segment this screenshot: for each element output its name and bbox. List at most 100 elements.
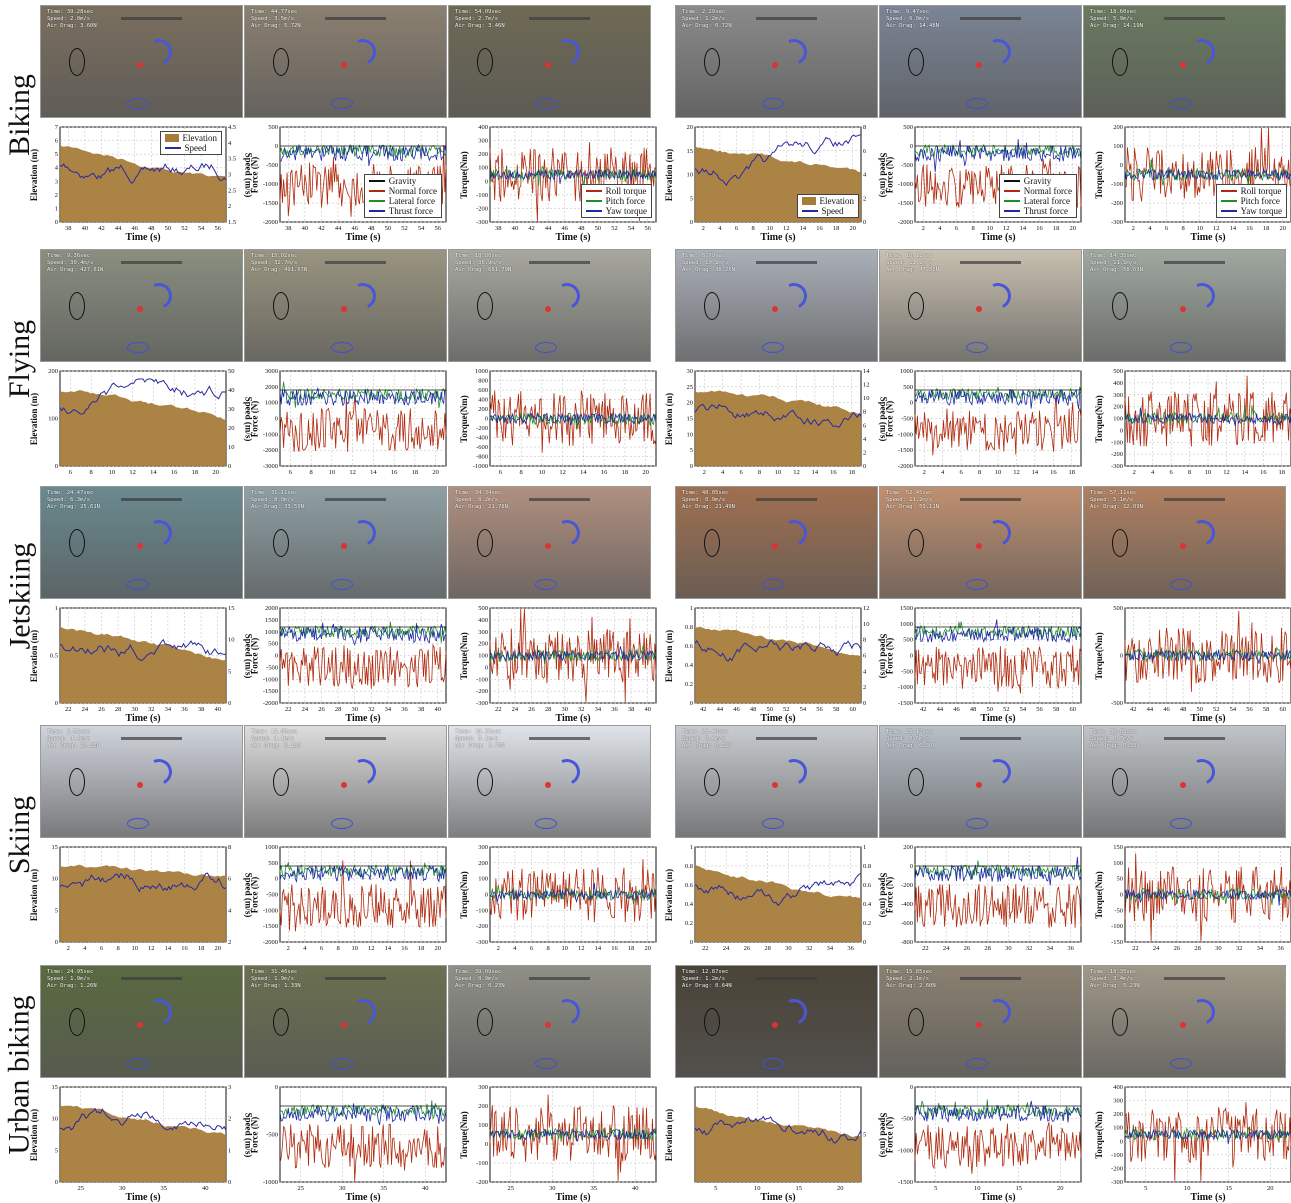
x-axis-label: Time (s)	[125, 232, 161, 243]
hud-line: Time: 18.33sec	[455, 729, 502, 735]
x-tick-label: 30	[131, 706, 138, 713]
hud-readout: Time: 44.77sec Speed: 3.5m/s Air Drag: 5.7…	[251, 9, 301, 30]
x-tick-label: 6	[530, 945, 534, 952]
x-tick-label: 12	[1013, 469, 1020, 476]
x-tick-label: 30	[561, 706, 568, 713]
legend-item: Pitch force	[585, 196, 647, 206]
drag-bar	[756, 261, 817, 264]
speed-line	[59, 638, 227, 662]
x-tick-label: 15	[796, 1185, 803, 1192]
series-line	[1124, 407, 1291, 427]
yaw-ellipse	[762, 579, 785, 590]
x-tick-label: 26	[744, 945, 751, 952]
roll-arc	[549, 995, 584, 1029]
hud-line: Time: 2.51sec	[47, 729, 91, 735]
yaw-ellipse	[331, 1058, 354, 1069]
hud-line: Air Drag: 14.19N	[1090, 23, 1143, 29]
x-axis-label: Time (s)	[980, 232, 1016, 243]
pitch-ellipse	[1112, 529, 1129, 558]
y-axis-label-text: Force (N)	[249, 400, 259, 437]
thrust-dot	[772, 1021, 779, 1028]
elevation-area	[695, 626, 861, 703]
x-tick-label: 22	[285, 706, 292, 713]
hud-line: Time: 39.28sec	[47, 9, 94, 15]
x-tick-label: 50	[385, 225, 392, 232]
y-axis-label-text: Force (N)	[884, 400, 894, 437]
y-tick-label: 6	[55, 138, 59, 145]
x-tick-label: 28	[764, 945, 771, 952]
drag-bar	[121, 17, 182, 20]
x-tick-label: 46	[561, 225, 568, 232]
series-line	[1124, 1102, 1291, 1182]
y-axis-label: Torque(Nm)	[1093, 127, 1105, 222]
chart-svg: 38 40 42 44 46 48 50 52 54 56012345671.522.533.54…	[55, 124, 236, 232]
y-axis-label-text: Force (N)	[249, 1116, 259, 1153]
y-tick-label: -1500	[263, 200, 278, 207]
pitch-ellipse	[477, 768, 494, 797]
video-frame: Time: 57.11sec Speed: 5.1m/s Air Drag: 12.…	[1083, 486, 1286, 599]
y-tick-label: -2000	[898, 463, 913, 470]
x-tick-label: 16	[1260, 469, 1267, 476]
y2-tick-label: 8	[863, 409, 866, 416]
y-tick-label: 1	[55, 205, 58, 212]
x-tick-label: 8	[116, 945, 119, 952]
elevation-area	[60, 390, 226, 466]
hud-line: Air Drag: 47.38N	[886, 267, 939, 273]
y-axis-label-text: Elevation (m)	[664, 148, 674, 201]
y-tick-label: 200	[903, 844, 913, 851]
y-tick-label: -300	[476, 219, 488, 226]
y-tick-label: 0	[55, 219, 58, 226]
y-tick-label: 20	[687, 400, 694, 407]
drag-bar	[325, 498, 386, 501]
series-line	[489, 882, 657, 904]
y-tick-label: 200	[48, 368, 58, 375]
y-tick-label: 0	[1120, 1138, 1123, 1145]
y2-tick-label: 0	[863, 700, 866, 707]
y-tick-label: 200	[478, 151, 488, 158]
drag-bar	[121, 977, 182, 980]
x-tick-label: 40	[632, 1185, 639, 1192]
pitch-ellipse	[908, 48, 925, 77]
y-tick-label: -2000	[263, 219, 278, 226]
y-axis-label: Elevation (m)	[28, 847, 40, 942]
hud-line: Air Drag: 491.67N	[251, 267, 308, 273]
legend-item: Yaw torque	[1220, 206, 1282, 216]
legend-swatch	[164, 147, 181, 149]
x-axis-label: Time (s)	[760, 713, 796, 724]
hud-line: Speed: 30.4m/s	[47, 260, 94, 266]
x-tick-label: 15	[1016, 1185, 1023, 1192]
pitch-ellipse	[704, 768, 721, 797]
x-tick-label: 20	[837, 1185, 844, 1192]
drag-bar	[325, 737, 386, 740]
x-tick-label: 14	[1242, 469, 1249, 476]
video-frame: Time: 48.05sec Speed: 0.9m/s Air Drag: 21.…	[675, 486, 878, 599]
series-line	[1124, 405, 1291, 426]
video-frame: Time: 44.77sec Speed: 3.5m/s Air Drag: 5.7…	[244, 5, 447, 118]
legend-swatch	[368, 190, 385, 192]
y-tick-label: 0	[1120, 162, 1123, 169]
hud-readout: Time: 18.80sec Speed: 36.9m/s Air Drag: 68…	[455, 253, 511, 274]
x-tick-label: 54	[1230, 706, 1237, 713]
legend-item: Elevation	[801, 196, 854, 206]
x-tick-label: 10	[974, 1185, 981, 1192]
hud-line: Time: 18.80sec	[455, 253, 502, 259]
y-tick-label: 100	[1113, 860, 1123, 867]
x-tick-label: 8	[336, 945, 339, 952]
y-tick-label: 500	[478, 605, 488, 612]
hud-readout: Time: 18.60sec Speed: 5.9m/s Air Drag: 14.…	[1090, 9, 1143, 30]
x-axis-label: Time (s)	[555, 1192, 591, 1203]
y-tick-label: 0	[485, 178, 488, 185]
y-tick-label: -100	[1111, 1152, 1123, 1159]
x-tick-label: 32	[1236, 945, 1243, 952]
roll-arc	[141, 516, 176, 550]
series-line	[489, 1127, 657, 1141]
hud-line: Speed: 6.0m/s	[886, 16, 930, 22]
thrust-dot	[976, 1021, 983, 1028]
y-tick-label: 100	[1113, 143, 1123, 150]
y2-tick-label: 1	[228, 1147, 231, 1154]
y2-tick-label: 1.5	[228, 219, 236, 226]
x-tick-label: 35	[161, 1185, 168, 1192]
x-tick-label: 50	[165, 225, 172, 232]
hud-line: Time: 44.77sec	[251, 9, 298, 15]
y2-tick-label: 6	[863, 422, 867, 429]
